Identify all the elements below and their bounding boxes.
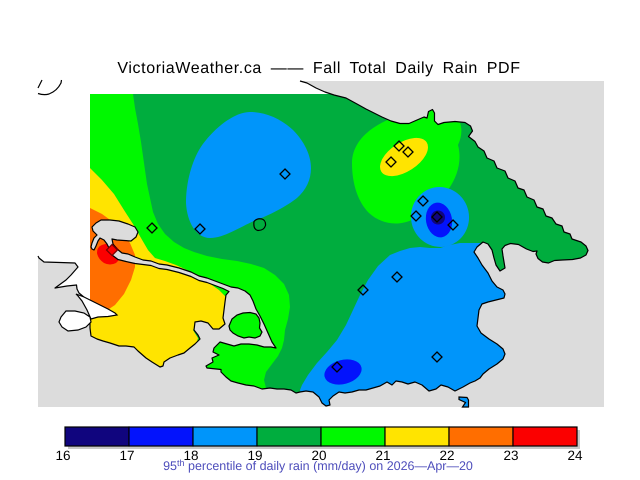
svg-text:21: 21 [375, 448, 390, 463]
svg-text:95th percentile of daily rain: 95th percentile of daily rain (mm/day) o… [163, 458, 473, 473]
svg-text:22: 22 [439, 448, 454, 463]
svg-text:16: 16 [55, 448, 70, 463]
svg-text:24: 24 [567, 448, 583, 463]
svg-text:20: 20 [311, 448, 326, 463]
svg-text:17: 17 [119, 448, 134, 463]
svg-text:23: 23 [503, 448, 518, 463]
svg-text:19: 19 [247, 448, 262, 463]
svg-text:VictoriaWeather.ca —— Fall: VictoriaWeather.ca —— Fall Total Daily R… [117, 60, 520, 77]
svg-text:18: 18 [183, 448, 198, 463]
